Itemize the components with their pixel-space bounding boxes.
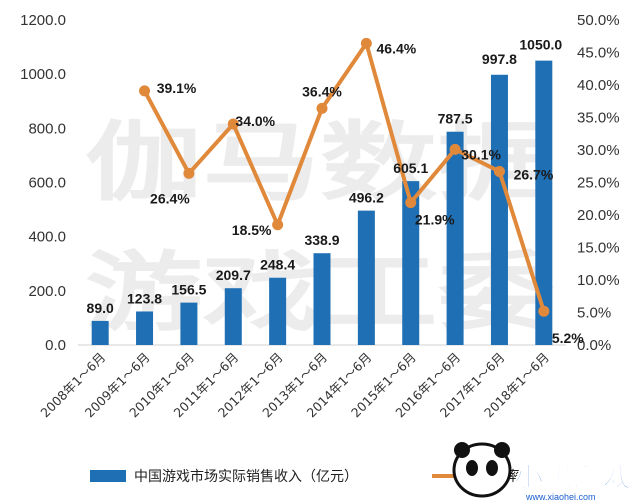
growth-data-labels: 39.1% 26.4% 34.0% 18.5% 36.4% 46.4% 21.9% 30.1%… [150,40,584,346]
growth-value-label: 36.4% [302,83,342,99]
growth-point [272,219,284,231]
left-axis-ticks: 0.0 200.0 400.0 600.0 800.0 1000.0 1200.0 [20,12,66,354]
right-axis-tick-label: 15.0% [577,240,620,257]
growth-point [538,305,550,317]
logo: 小黑游戏 www.xiaohei.com [452,442,633,502]
bar-value-label: 209.7 [216,267,251,283]
bar-value-label: 123.8 [127,290,162,306]
bar [313,253,331,345]
growth-value-label: 30.1% [461,146,501,162]
growth-value-label: 18.5% [232,222,272,238]
growth-point [449,143,461,155]
growth-value-label: 26.4% [150,190,190,206]
growth-value-label: 34.0% [235,113,275,129]
legend-bar-label: 中国游戏市场实际销售收入（亿元） [134,468,358,485]
growth-point [360,37,372,49]
growth-value-label: 39.1% [157,80,197,96]
right-axis-tick-label: 5.0% [577,305,611,322]
growth-value-label: 26.7% [514,166,554,182]
panda-mascot-icon [452,442,512,498]
bar-value-label: 605.1 [393,160,428,176]
bar-series [91,60,553,345]
bar [446,131,464,345]
x-axis-labels: 2008年1～6月2009年1～6月2010年1～6月2011年1～6月2012… [37,350,552,421]
bar [269,277,287,345]
logo-word: 小黑游戏 [514,463,632,493]
growth-point [405,197,417,209]
growth-point [227,118,239,130]
legend-bar-swatch [90,470,126,482]
growth-value-label: 5.2% [552,330,584,346]
left-axis-tick-label: 1200.0 [20,12,66,29]
bar-value-label: 1050.0 [519,37,562,53]
bar-value-label: 496.2 [349,190,384,206]
right-axis-ticks: 0.0% 5.0% 10.0% 15.0% 20.0% 25.0% 30.0% 35.0% 40… [577,12,620,354]
bar [357,210,375,345]
bar [402,181,420,345]
logo-url: www.xiaohei.com [525,492,596,502]
panda-eye-right-icon [486,460,498,476]
right-axis-tick-label: 25.0% [577,175,620,192]
bar [490,74,508,345]
growth-point [139,85,151,97]
bar [535,60,553,345]
right-axis-tick-label: 20.0% [577,207,620,224]
bar-data-labels: 89.0 123.8 156.5 209.7 248.4 338.9 496.2 605.1 7… [87,37,563,316]
growth-point [316,102,328,114]
bar-value-label: 89.0 [87,300,114,316]
bar [136,311,154,345]
panda-eye-left-icon [466,460,478,476]
left-axis-tick-label: 800.0 [28,120,66,137]
right-axis-tick-label: 50.0% [577,12,620,29]
right-axis-tick-label: 10.0% [577,272,620,289]
left-axis-tick-label: 200.0 [28,283,66,300]
right-axis-tick-label: 45.0% [577,45,620,62]
left-axis-tick-label: 400.0 [28,229,66,246]
panda-ear-right-icon [494,442,510,458]
bar-value-label: 156.5 [171,282,206,298]
growth-point [493,165,505,177]
bar-value-label: 997.8 [482,51,517,67]
left-axis-tick-label: 600.0 [28,175,66,192]
right-axis-tick-label: 0.0% [577,337,611,354]
growth-value-label: 46.4% [377,40,417,56]
bar [180,302,198,345]
growth-line [142,41,546,312]
panda-ear-left-icon [454,442,470,458]
bar-value-label: 338.9 [304,232,339,248]
growth-point [183,167,195,179]
growth-value-label: 21.9% [415,212,455,228]
right-axis-tick-label: 40.0% [577,77,620,94]
growth-line-series [139,37,550,317]
bar-value-label: 248.4 [260,257,295,273]
right-axis-tick-label: 35.0% [577,110,620,127]
bar [224,288,242,345]
bar-value-label: 787.5 [438,111,473,127]
right-axis-tick-label: 30.0% [577,142,620,159]
left-axis-tick-label: 1000.0 [20,66,66,83]
left-axis-tick-label: 0.0 [45,337,66,354]
bar [91,320,109,345]
